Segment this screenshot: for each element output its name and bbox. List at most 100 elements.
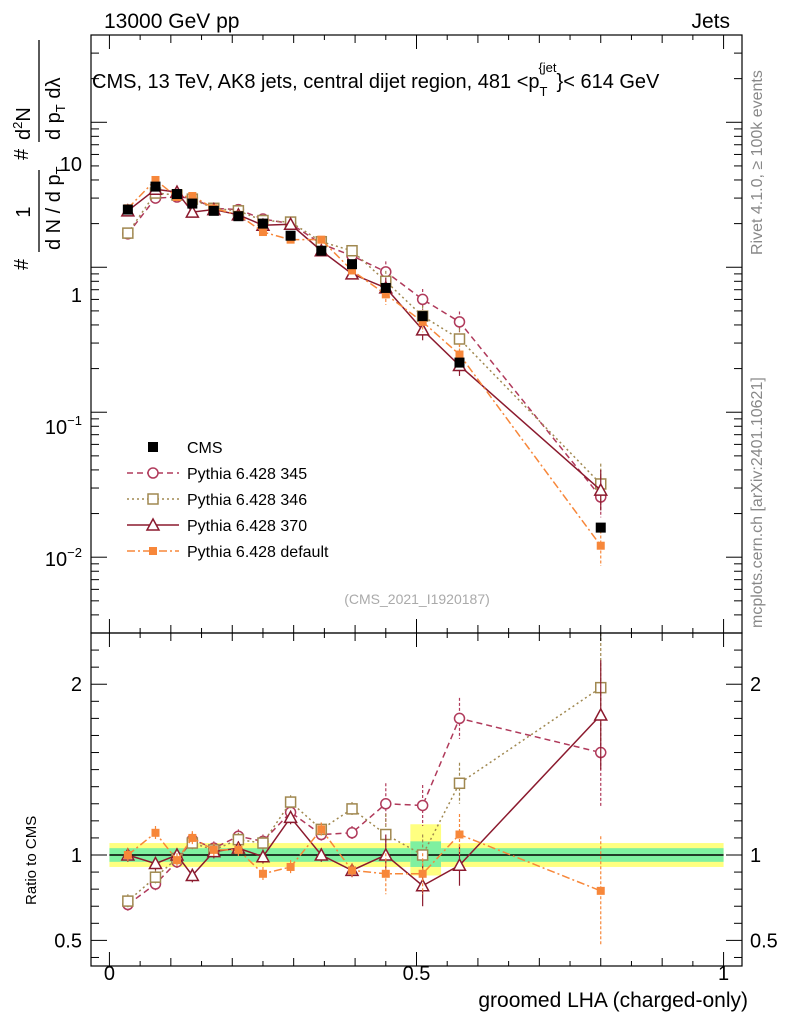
ratio-point-0 <box>346 827 358 839</box>
ratio-point-0 <box>380 798 392 810</box>
series-point-3 <box>317 235 326 244</box>
y-axis-label-main: # 1 d N / d pT # d2N d pT dλ <box>10 40 68 270</box>
ratio-point-3 <box>317 825 326 834</box>
ratio-ytick-label: 1 <box>71 845 82 867</box>
ratio-point-3 <box>286 862 295 871</box>
data-point <box>233 211 244 222</box>
ytick-e1-base: 10 <box>45 417 67 439</box>
ratio-line-3 <box>127 828 602 892</box>
series-point-2 <box>185 204 200 218</box>
ratio-point-2 <box>452 857 467 871</box>
data-point <box>208 205 219 216</box>
ratio-point-1 <box>284 796 297 808</box>
analysis-id: (CMS_2021_I1920187) <box>344 591 490 607</box>
ratio-point-0 <box>416 799 429 812</box>
ratio-point-3 <box>381 869 390 878</box>
ylabel-frac1-den: d N / d pT <box>43 166 68 250</box>
ratio-line-0 <box>127 717 601 906</box>
header-right: Jets <box>691 10 730 33</box>
legend-marker-3 <box>145 517 161 531</box>
ratio-point-3 <box>258 869 267 878</box>
ratio-ytick-label: 0.5 <box>54 930 82 952</box>
xtick-label: 0 <box>104 963 115 985</box>
series-point-3 <box>596 541 605 550</box>
ratio-point-1 <box>453 777 466 790</box>
chart-title: CMS, 13 TeV, AK8 jets, central dijet reg… <box>92 60 660 99</box>
ratio-point-2 <box>185 867 200 882</box>
y-axis-label-ratio: Ratio to CMS <box>23 816 40 905</box>
series-point-1 <box>346 244 358 257</box>
ylabel-hash-1: # <box>11 258 33 270</box>
legend-label-0: CMS <box>187 440 223 457</box>
legend-marker-2 <box>147 493 159 505</box>
series-point-3 <box>151 175 160 184</box>
legend-marker-1 <box>147 467 159 479</box>
legend-label-3: Pythia 6.428 370 <box>187 518 307 535</box>
ratio-point-3 <box>596 886 605 895</box>
title-sup: {jet <box>538 60 556 75</box>
data-point <box>187 198 198 209</box>
data-point <box>285 230 296 241</box>
series-point-0 <box>453 316 466 328</box>
ratio-frame <box>90 632 743 967</box>
data-point <box>595 522 606 533</box>
main-series-layer <box>120 175 609 566</box>
header-left: 13000 GeV pp <box>104 10 239 33</box>
title-pre: CMS, 13 TeV, AK8 jets, central dijet reg… <box>92 71 540 93</box>
ratio-point-3 <box>172 856 181 865</box>
ytick-e2-exp: −2 <box>67 545 82 560</box>
series-point-1 <box>453 333 466 345</box>
ratio-point-2 <box>255 849 271 863</box>
ratio-line-1 <box>127 687 602 902</box>
ratio-point-2 <box>314 847 329 861</box>
ratio-point-3 <box>418 869 427 878</box>
rivet-label: Rivet 4.1.0, ≥ 100k events <box>749 70 766 255</box>
data-point <box>380 282 391 293</box>
series-point-0 <box>416 293 429 306</box>
series-point-2 <box>593 482 609 496</box>
ratio-point-1 <box>149 871 162 883</box>
ratio-point-1 <box>346 803 358 815</box>
series-point-3 <box>418 317 427 326</box>
data-point <box>171 189 182 200</box>
xtick-label: 0.5 <box>403 963 431 985</box>
data-point <box>417 311 428 322</box>
ratio-ytick-label-right: 2 <box>750 674 761 696</box>
data-point <box>150 181 161 192</box>
series-point-3 <box>258 228 267 237</box>
x-axis-label: groomed LHA (charged-only) <box>478 989 748 1012</box>
ytick-e2-base: 10 <box>45 549 67 571</box>
mcplots-label: mcplots.cern.ch [arXiv:2401.10621] <box>749 377 766 628</box>
ratio-ytick-label: 2 <box>71 674 82 696</box>
title-post: }< 614 GeV <box>557 71 661 93</box>
data-point <box>122 204 133 215</box>
ratio-point-3 <box>151 828 160 837</box>
series-point-3 <box>348 266 357 275</box>
ratio-point-3 <box>209 845 218 854</box>
ylabel-frac2-num: d2N <box>10 107 35 140</box>
ratio-ytick-label-right: 0.5 <box>750 930 778 952</box>
axes-frame: 0 0.5 1 0.5 0.5 1 1 2 2 <box>54 34 778 985</box>
ytick-label-main-e1: 10−1 <box>45 413 82 439</box>
ratio-series-layer <box>120 633 609 946</box>
ratio-point-0 <box>453 712 466 725</box>
ratio-point-1 <box>122 895 134 907</box>
ylabel-frac2-den: d pT dλ <box>43 78 68 140</box>
ylabel-hash-2: # <box>11 148 33 160</box>
ratio-point-2 <box>593 707 609 721</box>
title-sub: T <box>540 84 548 99</box>
series-point-3 <box>188 192 197 201</box>
series-line-0 <box>127 196 602 498</box>
data-point <box>316 245 327 256</box>
ytick-label-main-e2: 10−2 <box>45 545 82 571</box>
ratio-ytick-label-right: 1 <box>750 845 761 867</box>
legend: CMS Pythia 6.428 345 Pythia 6.428 346 Pythi… <box>127 440 329 561</box>
ratio-point-1 <box>257 837 269 849</box>
legend-label-4: Pythia 6.428 default <box>187 544 329 561</box>
legend-label-1: Pythia 6.428 345 <box>187 466 307 483</box>
series-point-2 <box>283 216 298 230</box>
ratio-point-2 <box>283 809 298 824</box>
legend-marker-data <box>148 442 158 452</box>
ratio-point-2 <box>148 855 163 870</box>
